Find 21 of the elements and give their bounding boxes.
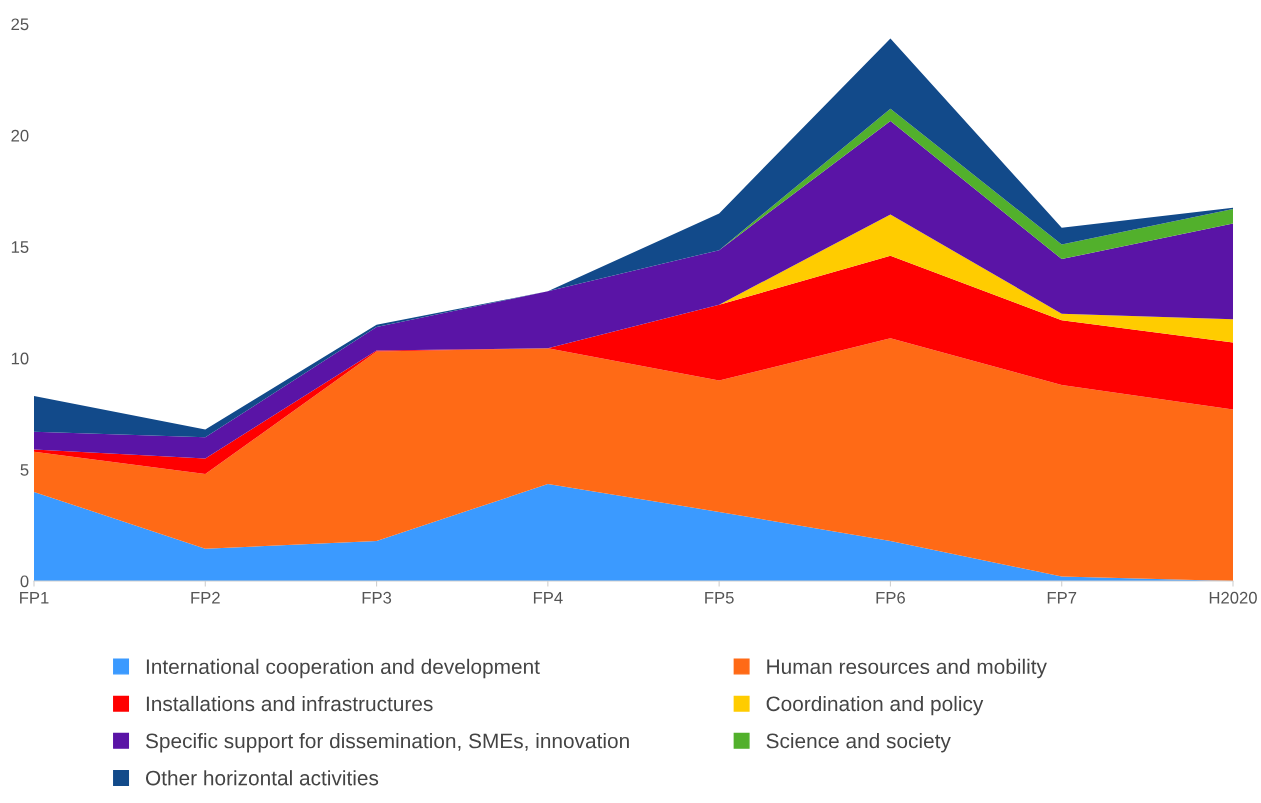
legend-label: Specific support for dissemination, SMEs, innovation — [145, 733, 629, 753]
y-tick-label: 15 — [11, 241, 29, 253]
y-tick-label: 10 — [11, 352, 29, 365]
x-tick-label: H2020 — [1209, 591, 1257, 604]
legend-label: Coordination and policy — [766, 695, 984, 716]
y-tick-label: 5 — [20, 464, 29, 476]
x-tick-label: FP4 — [533, 592, 563, 604]
x-tick-label: FP3 — [362, 591, 392, 604]
legend-label: Science and society — [766, 733, 951, 753]
legend-label: International cooperation and development — [146, 658, 540, 679]
x-tick-label: FP7 — [1047, 592, 1077, 604]
x-tick-label: FP2 — [191, 591, 220, 604]
legend-label: Other horizontal activities — [145, 770, 379, 786]
legend-label: Installations and infrastructures — [146, 695, 433, 712]
legend-label: Human resources and mobility — [767, 658, 1047, 679]
x-tick-label: FP6 — [876, 591, 905, 604]
y-tick-label: 25 — [11, 18, 29, 31]
x-tick-label: FP5 — [705, 592, 734, 604]
y-tick-label: 20 — [11, 129, 29, 142]
x-tick-label: FP1 — [20, 592, 49, 604]
y-tick-label: 0 — [20, 575, 29, 588]
